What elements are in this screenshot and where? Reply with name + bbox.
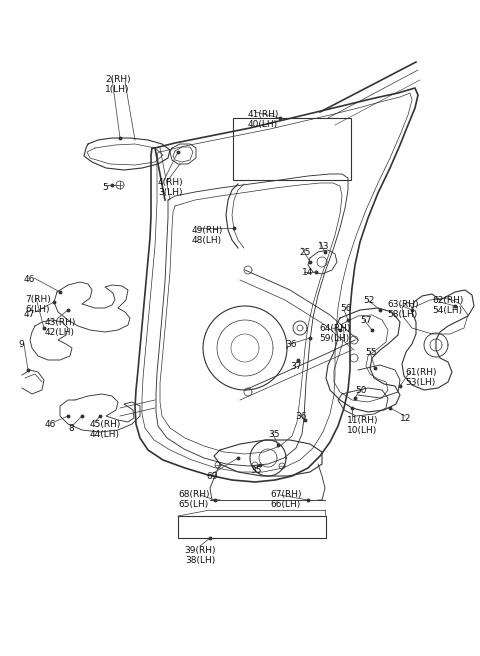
Text: 63(RH)
58(LH): 63(RH) 58(LH) xyxy=(387,300,419,319)
Text: 4(RH)
3(LH): 4(RH) 3(LH) xyxy=(158,178,184,197)
Text: 64(RH)
59(LH): 64(RH) 59(LH) xyxy=(319,324,350,343)
Text: 9: 9 xyxy=(18,340,24,349)
Text: 25: 25 xyxy=(299,248,311,257)
Text: 8: 8 xyxy=(68,424,74,433)
Text: 13: 13 xyxy=(318,242,329,251)
Text: 35: 35 xyxy=(250,466,262,475)
Text: 50: 50 xyxy=(355,386,367,395)
Text: 39(RH)
38(LH): 39(RH) 38(LH) xyxy=(184,546,216,565)
Text: 47: 47 xyxy=(24,310,36,319)
Text: 55: 55 xyxy=(365,348,376,357)
Text: 35: 35 xyxy=(268,430,279,439)
Text: 69: 69 xyxy=(206,472,217,481)
Text: 68(RH)
65(LH): 68(RH) 65(LH) xyxy=(178,490,209,510)
Bar xyxy=(233,118,351,180)
Text: 37: 37 xyxy=(290,362,301,371)
Text: 49(RH)
48(LH): 49(RH) 48(LH) xyxy=(192,226,223,245)
Text: 41(RH)
40(LH): 41(RH) 40(LH) xyxy=(248,110,279,129)
Text: 7(RH)
6(LH): 7(RH) 6(LH) xyxy=(25,295,51,314)
Text: 57: 57 xyxy=(360,316,372,325)
Text: 61(RH)
53(LH): 61(RH) 53(LH) xyxy=(405,368,436,388)
Text: 43(RH)
42(LH): 43(RH) 42(LH) xyxy=(45,318,76,337)
Text: 62(RH)
54(LH): 62(RH) 54(LH) xyxy=(432,296,463,316)
Text: 5: 5 xyxy=(102,183,108,192)
Text: 56: 56 xyxy=(340,304,351,313)
Text: 2(RH)
1(LH): 2(RH) 1(LH) xyxy=(105,75,131,94)
Text: 11(RH)
10(LH): 11(RH) 10(LH) xyxy=(347,416,379,436)
Text: 36: 36 xyxy=(285,340,297,349)
Text: 67(RH)
66(LH): 67(RH) 66(LH) xyxy=(270,490,301,510)
Text: 45(RH)
44(LH): 45(RH) 44(LH) xyxy=(90,420,121,440)
Text: 14: 14 xyxy=(302,268,313,277)
Text: 52: 52 xyxy=(363,296,374,305)
Bar xyxy=(178,516,326,538)
Text: 36: 36 xyxy=(295,412,307,421)
Text: 12: 12 xyxy=(400,414,411,423)
Text: 46: 46 xyxy=(24,275,36,284)
Text: 46: 46 xyxy=(45,420,56,429)
